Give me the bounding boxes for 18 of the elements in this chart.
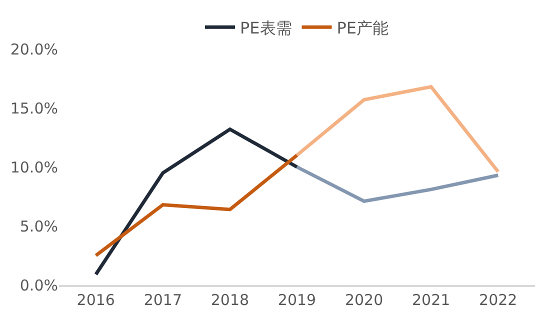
x-tick-label: 2020 <box>344 290 384 309</box>
x-tick-label: 2019 <box>278 290 316 309</box>
x-tick-label: 2021 <box>412 290 450 309</box>
legend-label: PE产能 <box>336 18 389 38</box>
line-series <box>94 127 299 276</box>
x-tick-label: 2018 <box>210 290 250 309</box>
y-tick-label: 15.0% <box>10 99 58 118</box>
y-tick-label: 5.0% <box>20 217 58 236</box>
y-tick-label: 0.0% <box>20 276 58 294</box>
y-tick-label: 20.0% <box>10 40 58 58</box>
x-tick-label: 2017 <box>144 290 182 309</box>
y-tick-label: 10.0% <box>10 158 58 176</box>
line-series <box>295 165 500 203</box>
x-tick-label: 2022 <box>479 290 518 309</box>
line-series <box>295 85 500 174</box>
x-tick-label: 2016 <box>76 290 115 309</box>
line-series <box>94 153 299 258</box>
legend-label: PE表需 <box>240 18 292 38</box>
